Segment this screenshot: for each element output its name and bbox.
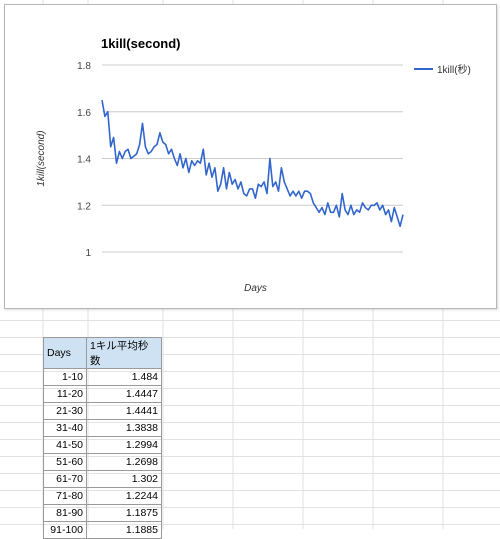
table-row: 61-70 1.302 — [43, 470, 162, 488]
table-row: 91-100 1.1885 — [43, 521, 162, 539]
cell-days[interactable]: 71-80 — [43, 487, 87, 505]
header-days[interactable]: Days — [43, 337, 87, 369]
y-tick-label: 1.8 — [77, 61, 91, 72]
cell-avg-seconds[interactable]: 1.4441 — [86, 402, 162, 420]
cell-avg-seconds[interactable]: 1.2698 — [86, 453, 162, 471]
chart-container[interactable]: 1kill(second) 1.8 1.6 1.4 1.2 1 1kill(second) D… — [4, 4, 497, 309]
cell-days[interactable]: 11-20 — [43, 385, 87, 403]
data-table: Days 1キル平均秒数 1-10 1.484 11-20 1.4447 21-30 1.… — [43, 337, 162, 539]
table-row: 71-80 1.2244 — [43, 487, 162, 505]
y-tick-label: 1 — [85, 248, 91, 259]
cell-days[interactable]: 21-30 — [43, 402, 87, 420]
chart-title: 1kill(second) — [101, 36, 180, 51]
legend-label: 1kill(秒) — [437, 63, 471, 76]
cell-days[interactable]: 41-50 — [43, 436, 87, 454]
cell-days[interactable]: 51-60 — [43, 453, 87, 471]
table-header-row: Days 1キル平均秒数 — [43, 337, 162, 369]
series-line — [101, 99, 404, 228]
table-row: 81-90 1.1875 — [43, 504, 162, 522]
cell-avg-seconds[interactable]: 1.3838 — [86, 419, 162, 437]
table-row: 41-50 1.2994 — [43, 436, 162, 454]
table-row: 11-20 1.4447 — [43, 385, 162, 403]
y-tick-label: 1.6 — [77, 108, 91, 119]
cell-avg-seconds[interactable]: 1.302 — [86, 470, 162, 488]
y-tick-label: 1.4 — [77, 155, 91, 166]
cell-avg-seconds[interactable]: 1.484 — [86, 368, 162, 386]
cell-days[interactable]: 61-70 — [43, 470, 87, 488]
table-row: 31-40 1.3838 — [43, 419, 162, 437]
line-chart: 1kill(second) 1.8 1.6 1.4 1.2 1 1kill(second) D… — [36, 36, 471, 294]
cell-avg-seconds[interactable]: 1.1875 — [86, 504, 162, 522]
x-axis-title: Days — [244, 283, 267, 294]
table-row: 21-30 1.4441 — [43, 402, 162, 420]
cell-days[interactable]: 81-90 — [43, 504, 87, 522]
cell-avg-seconds[interactable]: 1.1885 — [86, 521, 162, 539]
y-axis-title: 1kill(second) — [36, 130, 47, 186]
cell-days[interactable]: 91-100 — [43, 521, 87, 539]
cell-days[interactable]: 1-10 — [43, 368, 87, 386]
table-row: 51-60 1.2698 — [43, 453, 162, 471]
cell-avg-seconds[interactable]: 1.2244 — [86, 487, 162, 505]
table-row: 1-10 1.484 — [43, 368, 162, 386]
y-tick-label: 1.2 — [77, 201, 91, 212]
header-avg-seconds[interactable]: 1キル平均秒数 — [86, 337, 162, 369]
cell-days[interactable]: 31-40 — [43, 419, 87, 437]
cell-avg-seconds[interactable]: 1.2994 — [86, 436, 162, 454]
cell-avg-seconds[interactable]: 1.4447 — [86, 385, 162, 403]
